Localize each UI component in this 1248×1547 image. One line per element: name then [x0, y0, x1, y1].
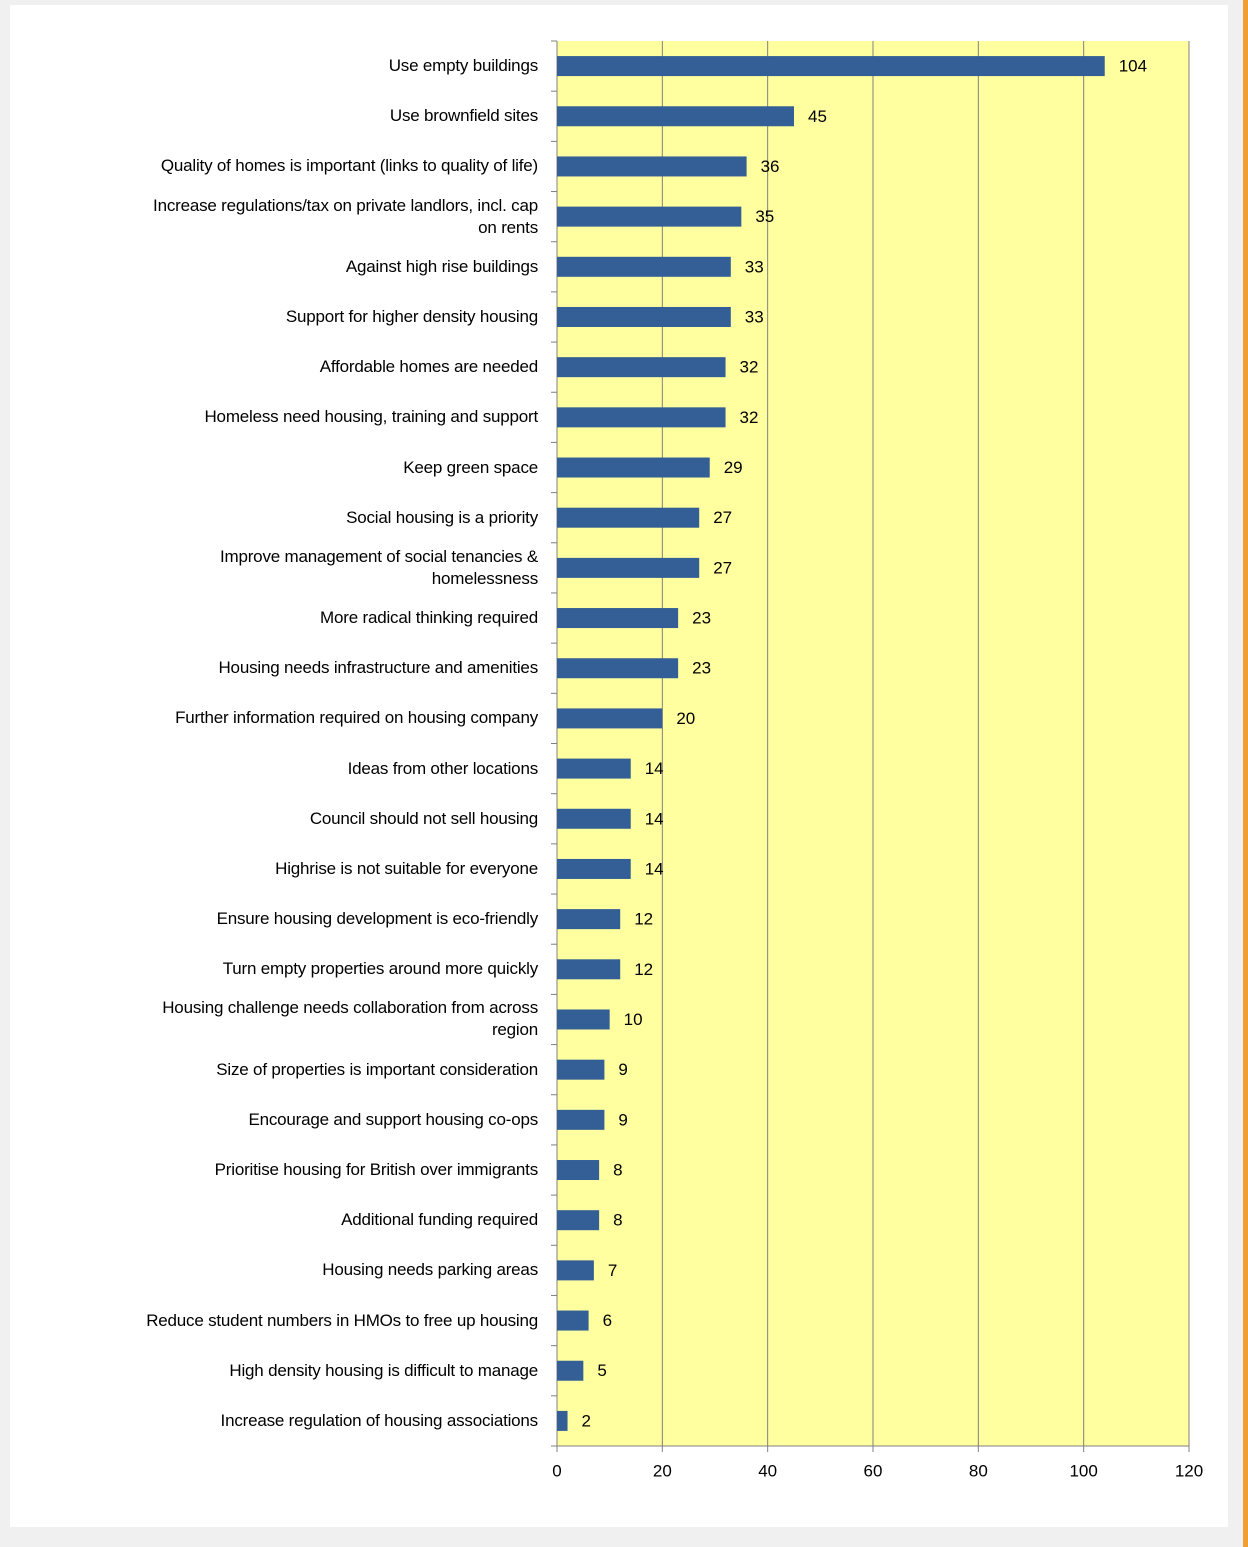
y-tick-label: Additional funding required	[341, 1210, 538, 1230]
x-tick-label: 20	[653, 1461, 672, 1480]
y-tick-label: Council should not sell housing	[309, 808, 538, 828]
y-tick-label: Ideas from other locations	[347, 758, 539, 778]
border-edge	[1243, 0, 1248, 1547]
x-tick-label: 0	[552, 1461, 561, 1480]
x-tick-label: 80	[969, 1461, 988, 1480]
y-tick-label: Improve management of social tenancies &…	[219, 546, 538, 588]
y-tick-label: High density housing is difficult to man…	[229, 1360, 538, 1380]
y-tick-label: Increase regulation of housing associati…	[220, 1410, 539, 1430]
bar	[557, 256, 731, 277]
bar	[557, 56, 1105, 77]
value-label: 6	[603, 1311, 612, 1330]
y-tick-label: Increase regulations/tax on private land…	[153, 195, 538, 237]
bar	[557, 858, 631, 879]
bar	[557, 457, 710, 478]
value-label: 29	[724, 458, 743, 477]
x-tick-label: 40	[758, 1461, 777, 1480]
bar	[557, 357, 726, 378]
y-tick-label: Affordable homes are needed	[319, 357, 538, 377]
bar	[557, 1160, 600, 1181]
bar	[557, 608, 679, 629]
bar	[557, 909, 621, 930]
y-tick-label: Use brownfield sites	[389, 106, 538, 126]
value-label: 27	[713, 558, 732, 577]
y-tick-label: More radical thinking required	[320, 608, 538, 628]
bar	[557, 1059, 605, 1080]
value-label: 27	[713, 508, 732, 527]
bar	[557, 1410, 568, 1431]
bar	[557, 1310, 589, 1331]
value-label: 7	[608, 1261, 617, 1280]
y-tick-label: Use empty buildings	[388, 56, 538, 76]
bar	[557, 507, 700, 528]
value-label: 8	[613, 1161, 622, 1180]
bar	[557, 758, 631, 779]
value-label: 10	[624, 1010, 643, 1029]
y-tick-label: Turn empty properties around more quickl…	[222, 959, 538, 979]
y-tick-label: Ensure housing development is eco-friend…	[216, 909, 539, 929]
bar	[557, 808, 631, 829]
value-label: 33	[745, 307, 764, 326]
y-tick-label: Social housing is a priority	[346, 507, 538, 527]
value-label: 33	[745, 257, 764, 276]
value-label: 14	[645, 859, 664, 878]
value-label: 8	[613, 1211, 622, 1230]
x-tick-label: 60	[864, 1461, 883, 1480]
bar	[557, 156, 747, 177]
bar	[557, 1009, 610, 1030]
value-label: 12	[634, 960, 653, 979]
value-label: 32	[740, 358, 759, 377]
y-tick-label: Housing needs parking areas	[322, 1260, 538, 1280]
y-tick-label: Quality of homes is important (links to …	[160, 156, 538, 176]
value-label: 104	[1119, 57, 1147, 76]
y-tick-label: Housing needs infrastructure and ameniti…	[218, 658, 538, 678]
y-tick-label: Further information required on housing …	[175, 708, 538, 728]
value-label: 14	[645, 759, 664, 778]
y-tick-label: Support for higher density housing	[285, 306, 538, 326]
bar	[557, 1210, 600, 1231]
value-label: 12	[634, 910, 653, 929]
value-label: 14	[645, 809, 664, 828]
value-label: 20	[676, 709, 695, 728]
y-tick-label: Homeless need housing, training and supp…	[204, 407, 538, 427]
y-tick-label: Against high rise buildings	[345, 256, 538, 276]
bar	[557, 407, 726, 428]
y-tick-label: Size of properties is important consider…	[216, 1059, 538, 1079]
value-label: 45	[808, 107, 827, 126]
bar	[557, 1360, 584, 1381]
y-tick-label: Keep green space	[403, 457, 538, 477]
y-tick-label: Highrise is not suitable for everyone	[275, 858, 538, 878]
y-tick-label: Housing challenge needs collaboration fr…	[162, 998, 538, 1040]
y-tick-label: Reduce student numbers in HMOs to free u…	[146, 1310, 538, 1330]
x-tick-label: 120	[1175, 1461, 1203, 1480]
value-label: 9	[618, 1060, 627, 1079]
bar	[557, 708, 663, 729]
value-label: 23	[692, 609, 711, 628]
bar	[557, 959, 621, 980]
value-label: 9	[618, 1110, 627, 1129]
y-tick-label: Encourage and support housing co-ops	[248, 1109, 538, 1129]
value-label: 35	[755, 207, 774, 226]
value-label: 36	[761, 157, 780, 176]
bar	[557, 1260, 594, 1281]
value-label: 5	[597, 1361, 606, 1380]
bar	[557, 557, 700, 578]
value-label: 32	[740, 408, 759, 427]
bar	[557, 106, 794, 127]
bar	[557, 658, 679, 679]
y-tick-label: Prioritise housing for British over immi…	[214, 1160, 539, 1180]
value-label: 23	[692, 659, 711, 678]
value-label: 2	[582, 1411, 591, 1430]
bar	[557, 306, 731, 327]
x-tick-label: 100	[1069, 1461, 1097, 1480]
bar	[557, 1109, 605, 1130]
bar	[557, 206, 742, 227]
